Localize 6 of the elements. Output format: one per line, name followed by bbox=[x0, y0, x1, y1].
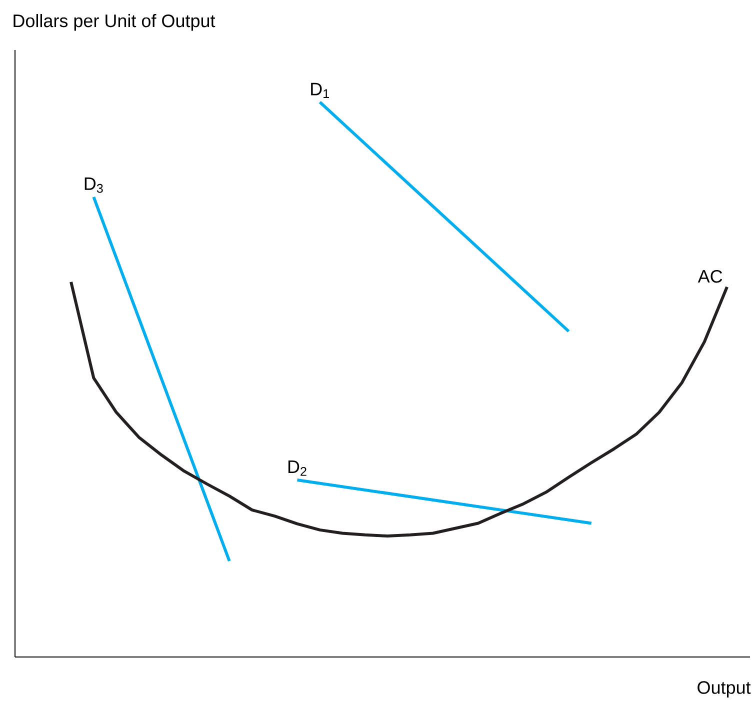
series-label: D$_{3}$ bbox=[84, 177, 103, 193]
series-label: D$_{2}$ bbox=[288, 460, 306, 476]
x-axis-title: Output bbox=[698, 681, 751, 698]
series-label: D$_{1}$ bbox=[311, 82, 329, 98]
series-label: AC bbox=[698, 270, 722, 283]
y-axis-title: Dollars per Unit of Output bbox=[14, 14, 216, 31]
